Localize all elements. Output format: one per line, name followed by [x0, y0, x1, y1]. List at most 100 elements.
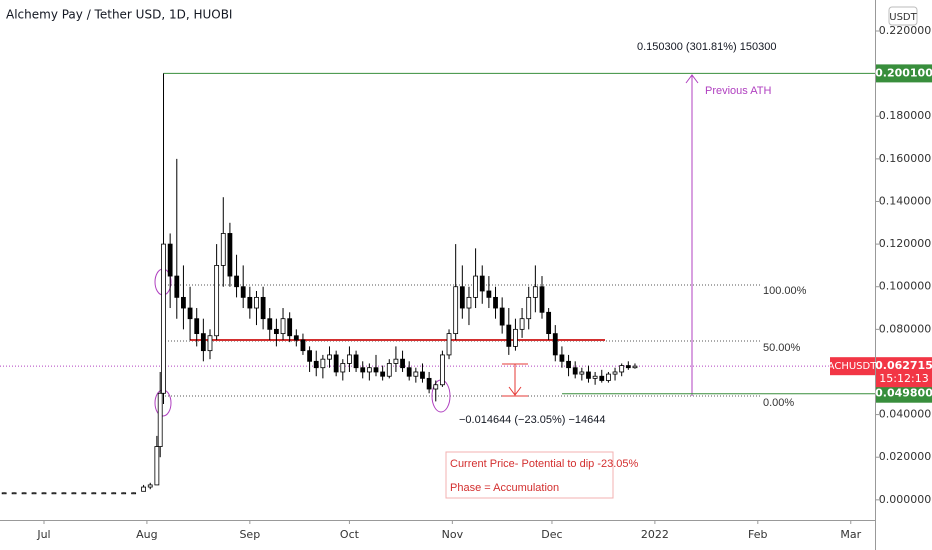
candle-body: [539, 286, 545, 313]
y-tick-label: 0.100000: [879, 280, 932, 293]
price-tag-label: 0.062715: [875, 359, 932, 372]
candle-body: [91, 492, 97, 495]
candle-body: [157, 392, 163, 447]
candle-body: [619, 365, 625, 373]
candle-body: [400, 358, 405, 369]
candle-body: [373, 367, 379, 373]
candle-body: [247, 296, 253, 309]
y-tick-label: 0.120000: [879, 237, 932, 250]
candle-body: [327, 354, 332, 360]
candle-body: [625, 365, 631, 369]
candle-body: [572, 367, 578, 375]
level-tag: [876, 64, 932, 83]
candle-body: [111, 492, 117, 495]
candle-body: [147, 484, 153, 488]
candle-body: [200, 333, 206, 352]
candle-body: [194, 318, 200, 335]
y-tick-label: 0.000000: [879, 493, 932, 506]
candle-body: [207, 335, 213, 352]
candle-body: [459, 286, 465, 309]
x-tick-label: 2022: [641, 528, 669, 541]
price-tag: [876, 357, 932, 388]
x-tick-label: Nov: [442, 528, 464, 541]
currency-button[interactable]: [888, 6, 918, 26]
candle-body: [313, 360, 319, 369]
fib-label: 0.00%: [763, 397, 794, 409]
candle-body: [579, 371, 585, 375]
candle-body: [161, 243, 166, 394]
candle-body: [267, 318, 273, 330]
candle-body: [240, 286, 246, 298]
candle-body: [439, 354, 445, 386]
candle-body: [61, 492, 67, 495]
candle-body: [41, 492, 47, 495]
candle-body: [234, 275, 239, 288]
candle-body: [559, 354, 565, 362]
candle-body: [612, 371, 618, 375]
candle-body: [519, 318, 525, 330]
y-tick-label: 0.040000: [879, 408, 932, 421]
candle-body: [493, 296, 498, 309]
candle-body: [340, 363, 346, 373]
x-tick-label: Aug: [136, 528, 157, 541]
chart-title: Alchemy Pay / Tether USD, 1D, HUOBI: [6, 8, 232, 22]
candle-body: [366, 367, 372, 373]
y-tick-label: 0.160000: [879, 152, 932, 165]
x-tick-label: Jul: [36, 528, 50, 541]
candle-body: [546, 311, 552, 335]
candle-body: [71, 492, 77, 495]
y-tick-label: 0.220000: [879, 24, 932, 37]
candle-body: [486, 290, 492, 298]
y-tick-label: 0.020000: [879, 450, 932, 463]
symbol-tag-label: ACHUSDT: [828, 361, 878, 372]
candle-body: [632, 365, 638, 369]
x-tick-label: Mar: [840, 528, 861, 541]
note-text: Current Price- Potential to dip -23.05%: [450, 458, 639, 470]
candle-body: [187, 307, 193, 320]
countdown-label: 15:12:13: [879, 372, 928, 385]
x-tick-label: Feb: [748, 528, 767, 541]
measure-label: −0.014644 (−23.05%) −14644: [459, 414, 606, 426]
note-text: Phase = Accumulation: [450, 482, 559, 494]
x-tick-label: Oct: [340, 528, 360, 541]
candle-body: [254, 296, 259, 309]
ath-label: Previous ATH: [705, 85, 771, 97]
candle-body: [420, 371, 425, 379]
candle-body: [333, 354, 339, 373]
candle-body: [220, 233, 226, 266]
candle-body: [453, 286, 459, 335]
candle-body: [532, 286, 538, 298]
currency-label: USDT: [889, 12, 917, 23]
candle-body: [300, 339, 306, 352]
candle-body: [413, 371, 419, 377]
candle-body: [406, 367, 412, 377]
candle-body: [499, 307, 505, 326]
candle-body: [260, 296, 266, 320]
y-tick-label: 0.080000: [879, 322, 932, 335]
symbol-tag: [830, 357, 875, 376]
arrow-head: [508, 386, 522, 396]
level-tag-label: 0.049800: [875, 387, 932, 400]
x-tick-label: Sep: [239, 528, 260, 541]
candle-body: [11, 492, 17, 495]
candle-body: [273, 328, 279, 335]
candle-body: [566, 360, 571, 369]
arrow-head: [685, 74, 699, 84]
candle-body: [320, 358, 326, 369]
candle-body: [347, 354, 352, 364]
level-tag-label: 0.200100: [875, 66, 932, 79]
candle-body: [513, 328, 518, 347]
candle-body: [386, 363, 392, 377]
candle-body: [479, 275, 485, 292]
candle-body: [81, 492, 87, 495]
candle-body: [473, 275, 478, 298]
candle-body: [121, 492, 127, 495]
candle-body: [393, 358, 399, 364]
fib-label: 50.00%: [763, 342, 801, 354]
candle-body: [599, 375, 605, 381]
candle-body: [214, 265, 220, 337]
candle-body: [167, 243, 173, 277]
candle-body: [31, 492, 37, 495]
y-tick-label: 0.180000: [879, 109, 932, 122]
